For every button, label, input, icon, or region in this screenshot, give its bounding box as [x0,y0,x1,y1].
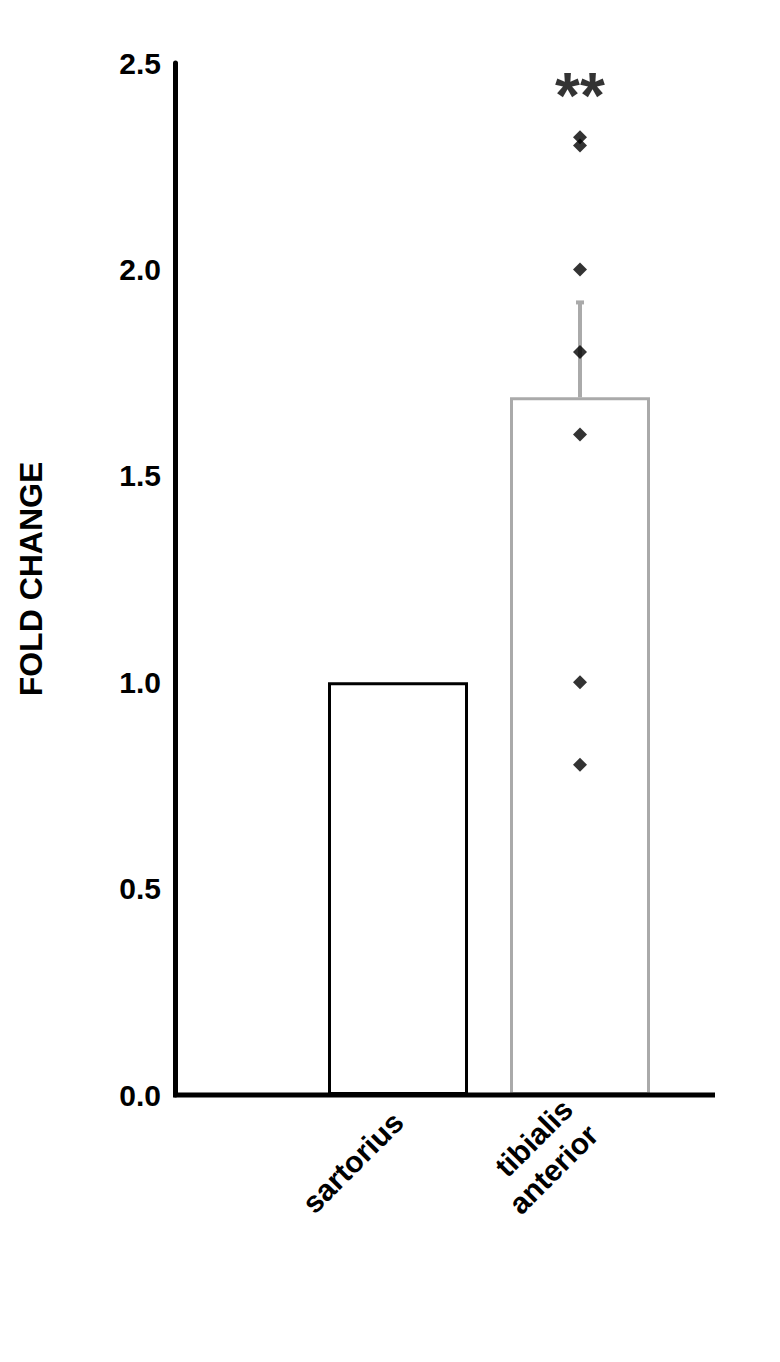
svg-text:**: ** [555,60,605,132]
svg-text:1.5: 1.5 [119,459,161,492]
svg-text:FOLD CHANGE: FOLD CHANGE [13,462,49,697]
svg-text:2.0: 2.0 [119,253,161,286]
svg-text:2.5: 2.5 [119,47,161,80]
svg-text:0.5: 0.5 [119,872,161,905]
svg-text:0.0: 0.0 [119,1079,161,1112]
svg-text:tibialis: tibialis [488,1092,579,1184]
svg-text:anterior: anterior [502,1118,605,1221]
svg-text:1.0: 1.0 [119,666,161,699]
svg-text:sartorius: sartorius [296,1105,410,1219]
